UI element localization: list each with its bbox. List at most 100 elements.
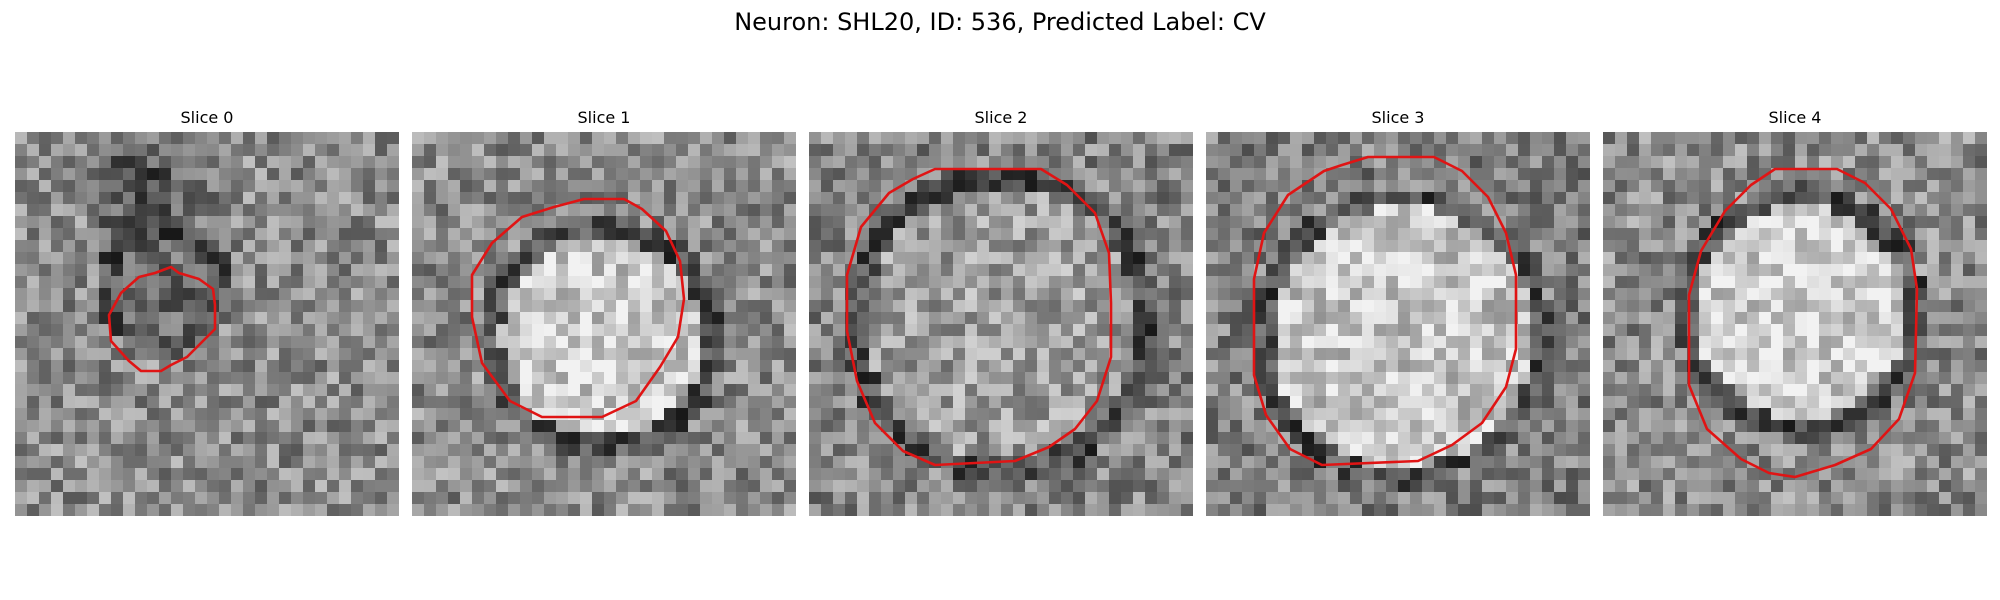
pixel	[1145, 324, 1158, 337]
pixel	[1049, 192, 1062, 205]
pixel	[1410, 420, 1423, 433]
pixel	[1603, 300, 1616, 313]
pixel	[1073, 384, 1086, 397]
pixel	[1025, 240, 1038, 253]
pixel	[1494, 468, 1507, 481]
pixel	[75, 324, 88, 337]
pixel	[893, 264, 906, 277]
pixel	[1470, 216, 1483, 229]
pixel	[1615, 372, 1628, 385]
pixel	[676, 204, 689, 217]
pixel	[243, 252, 256, 265]
pixel	[315, 492, 328, 505]
pixel	[219, 336, 232, 349]
pixel	[1422, 336, 1435, 349]
pixel	[267, 252, 280, 265]
pixel	[351, 360, 364, 373]
pixel	[147, 432, 160, 445]
pixel	[1350, 276, 1363, 289]
pixel	[1302, 336, 1315, 349]
pixel	[1470, 312, 1483, 325]
pixel	[1314, 336, 1327, 349]
pixel	[183, 252, 196, 265]
pixel	[484, 276, 497, 289]
pixel	[1037, 180, 1050, 193]
pixel	[315, 300, 328, 313]
pixel	[1530, 444, 1543, 457]
pixel	[1206, 480, 1219, 493]
pixel	[1157, 408, 1170, 421]
pixel	[183, 180, 196, 193]
pixel	[1627, 348, 1640, 361]
pixel	[544, 396, 557, 409]
pixel	[27, 444, 40, 457]
pixel	[279, 384, 292, 397]
pixel	[1446, 312, 1459, 325]
pixel	[857, 492, 870, 505]
pixel	[1951, 240, 1964, 253]
pixel	[917, 300, 930, 313]
pixel	[1133, 504, 1146, 516]
pixel	[1687, 228, 1700, 241]
pixel	[1049, 396, 1062, 409]
pixel	[1410, 228, 1423, 241]
pixel	[760, 372, 773, 385]
pixel	[15, 348, 28, 361]
pixel	[616, 156, 629, 169]
pixel	[1639, 360, 1652, 373]
pixel	[472, 456, 485, 469]
pixel	[147, 360, 160, 373]
pixel	[1398, 432, 1411, 445]
pixel	[1939, 300, 1952, 313]
pixel	[111, 372, 124, 385]
pixel	[857, 360, 870, 373]
pixel	[520, 312, 533, 325]
pixel	[1975, 384, 1987, 397]
pixel	[556, 504, 569, 516]
pixel	[1434, 312, 1447, 325]
pixel	[544, 456, 557, 469]
pixel	[243, 240, 256, 253]
pixel	[1518, 144, 1531, 157]
pixel	[845, 396, 858, 409]
pixel	[1759, 216, 1772, 229]
pixel	[845, 180, 858, 193]
pixel	[1795, 360, 1808, 373]
pixel	[1807, 240, 1820, 253]
pixel	[472, 264, 485, 277]
pixel	[1398, 420, 1411, 433]
pixel	[1723, 264, 1736, 277]
pixel	[231, 252, 244, 265]
pixel	[436, 348, 449, 361]
pixel	[664, 144, 677, 157]
pixel	[1615, 384, 1628, 397]
pixel	[1085, 264, 1098, 277]
pixel	[315, 228, 328, 241]
pixel	[291, 468, 304, 481]
pixel	[688, 372, 701, 385]
pixel	[1530, 348, 1543, 361]
pixel	[953, 420, 966, 433]
pixel	[1470, 228, 1483, 241]
pixel	[520, 444, 533, 457]
pixel	[1554, 192, 1567, 205]
pixel	[279, 288, 292, 301]
pixel	[592, 336, 605, 349]
pixel	[1290, 228, 1303, 241]
pixel	[977, 288, 990, 301]
pixel	[845, 408, 858, 421]
pixel	[375, 384, 388, 397]
pixel	[1446, 372, 1459, 385]
pixel	[580, 156, 593, 169]
pixel	[1266, 324, 1279, 337]
pixel	[183, 408, 196, 421]
pixel	[207, 396, 220, 409]
pixel	[1542, 456, 1555, 469]
pixel	[1578, 192, 1590, 205]
pixel	[712, 132, 725, 145]
pixel	[640, 348, 653, 361]
pixel	[989, 252, 1002, 265]
pixel	[436, 444, 449, 457]
pixel	[929, 228, 942, 241]
pixel	[628, 456, 641, 469]
